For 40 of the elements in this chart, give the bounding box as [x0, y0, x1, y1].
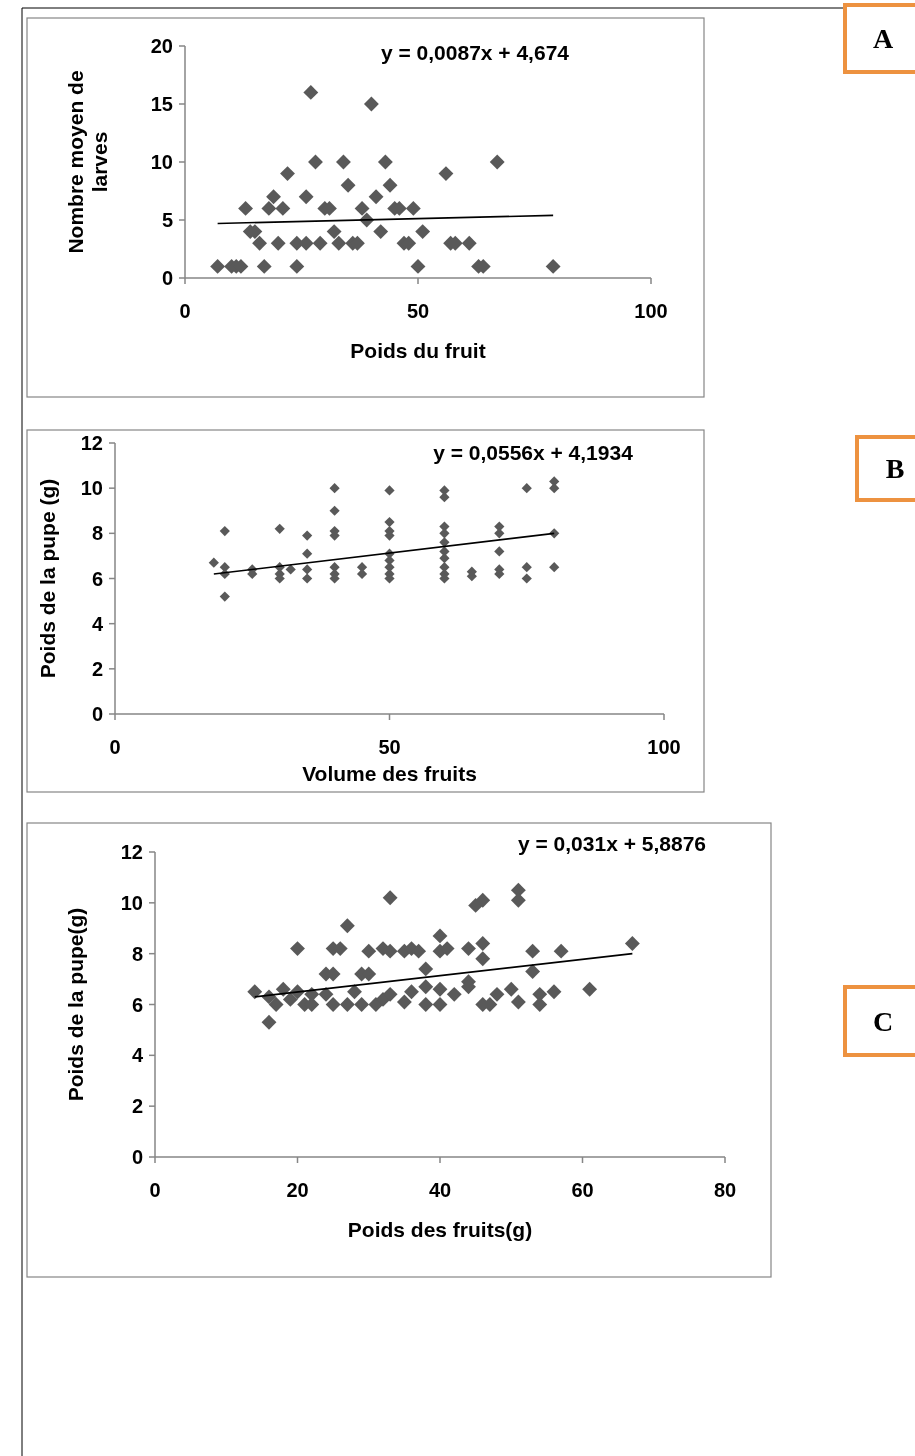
y-tick-label: 12 — [80, 432, 103, 454]
y-tick-label: 12 — [120, 841, 143, 863]
y-tick-label: 0 — [131, 1146, 143, 1168]
y-tick-label: 0 — [91, 703, 103, 725]
y-tick-label: 4 — [131, 1044, 144, 1067]
x-axis-title: Poids des fruits(g) — [347, 1218, 533, 1241]
annotation: y = 0,0556x + 4,1934 — [433, 441, 634, 464]
x-axis-title: Volume des fruits — [302, 762, 477, 785]
y-tick-label: 4 — [91, 612, 104, 635]
x-tick-label: 50 — [406, 300, 430, 322]
x-tick-label: 40 — [428, 1179, 452, 1201]
y-tick-label: 8 — [131, 942, 143, 965]
y-tick-label: 5 — [161, 209, 173, 231]
x-tick-label: 100 — [647, 736, 681, 758]
text: A — [872, 23, 894, 55]
x-tick-label: 80 — [713, 1179, 737, 1201]
y-tick-label: 15 — [150, 93, 173, 115]
x-tick-label: 50 — [378, 736, 401, 758]
y-axis-title: Poids de la pupe(g) — [64, 907, 87, 1102]
annotation: y = 0,031x + 5,8876 — [517, 832, 707, 855]
y-axis-title: Poids de la pupe (g) — [36, 478, 59, 679]
y-tick-label: 2 — [131, 1095, 143, 1118]
y-tick-label: 10 — [120, 891, 143, 914]
annotation: y = 0,0087x + 4,674 — [380, 41, 570, 64]
text: C — [872, 1005, 894, 1037]
y-axis-title: Nombre moyen de larves — [64, 70, 111, 254]
y-tick-label: 2 — [91, 657, 103, 680]
y-tick-label: 20 — [150, 35, 173, 57]
y-tick-label: 6 — [131, 993, 143, 1016]
text: B — [885, 453, 905, 485]
x-tick-label: 60 — [571, 1179, 594, 1201]
x-tick-label: 100 — [634, 300, 668, 322]
y-tick-label: 6 — [91, 567, 103, 590]
y-tick-label: 10 — [150, 151, 173, 173]
x-tick-label: 20 — [286, 1179, 309, 1201]
y-tick-label: 10 — [80, 477, 103, 500]
x-axis-title: Poids du fruit — [350, 339, 486, 362]
x-tick-label: 0 — [179, 300, 191, 322]
y-tick-label: 0 — [161, 267, 173, 289]
y-tick-label: 8 — [91, 522, 103, 545]
